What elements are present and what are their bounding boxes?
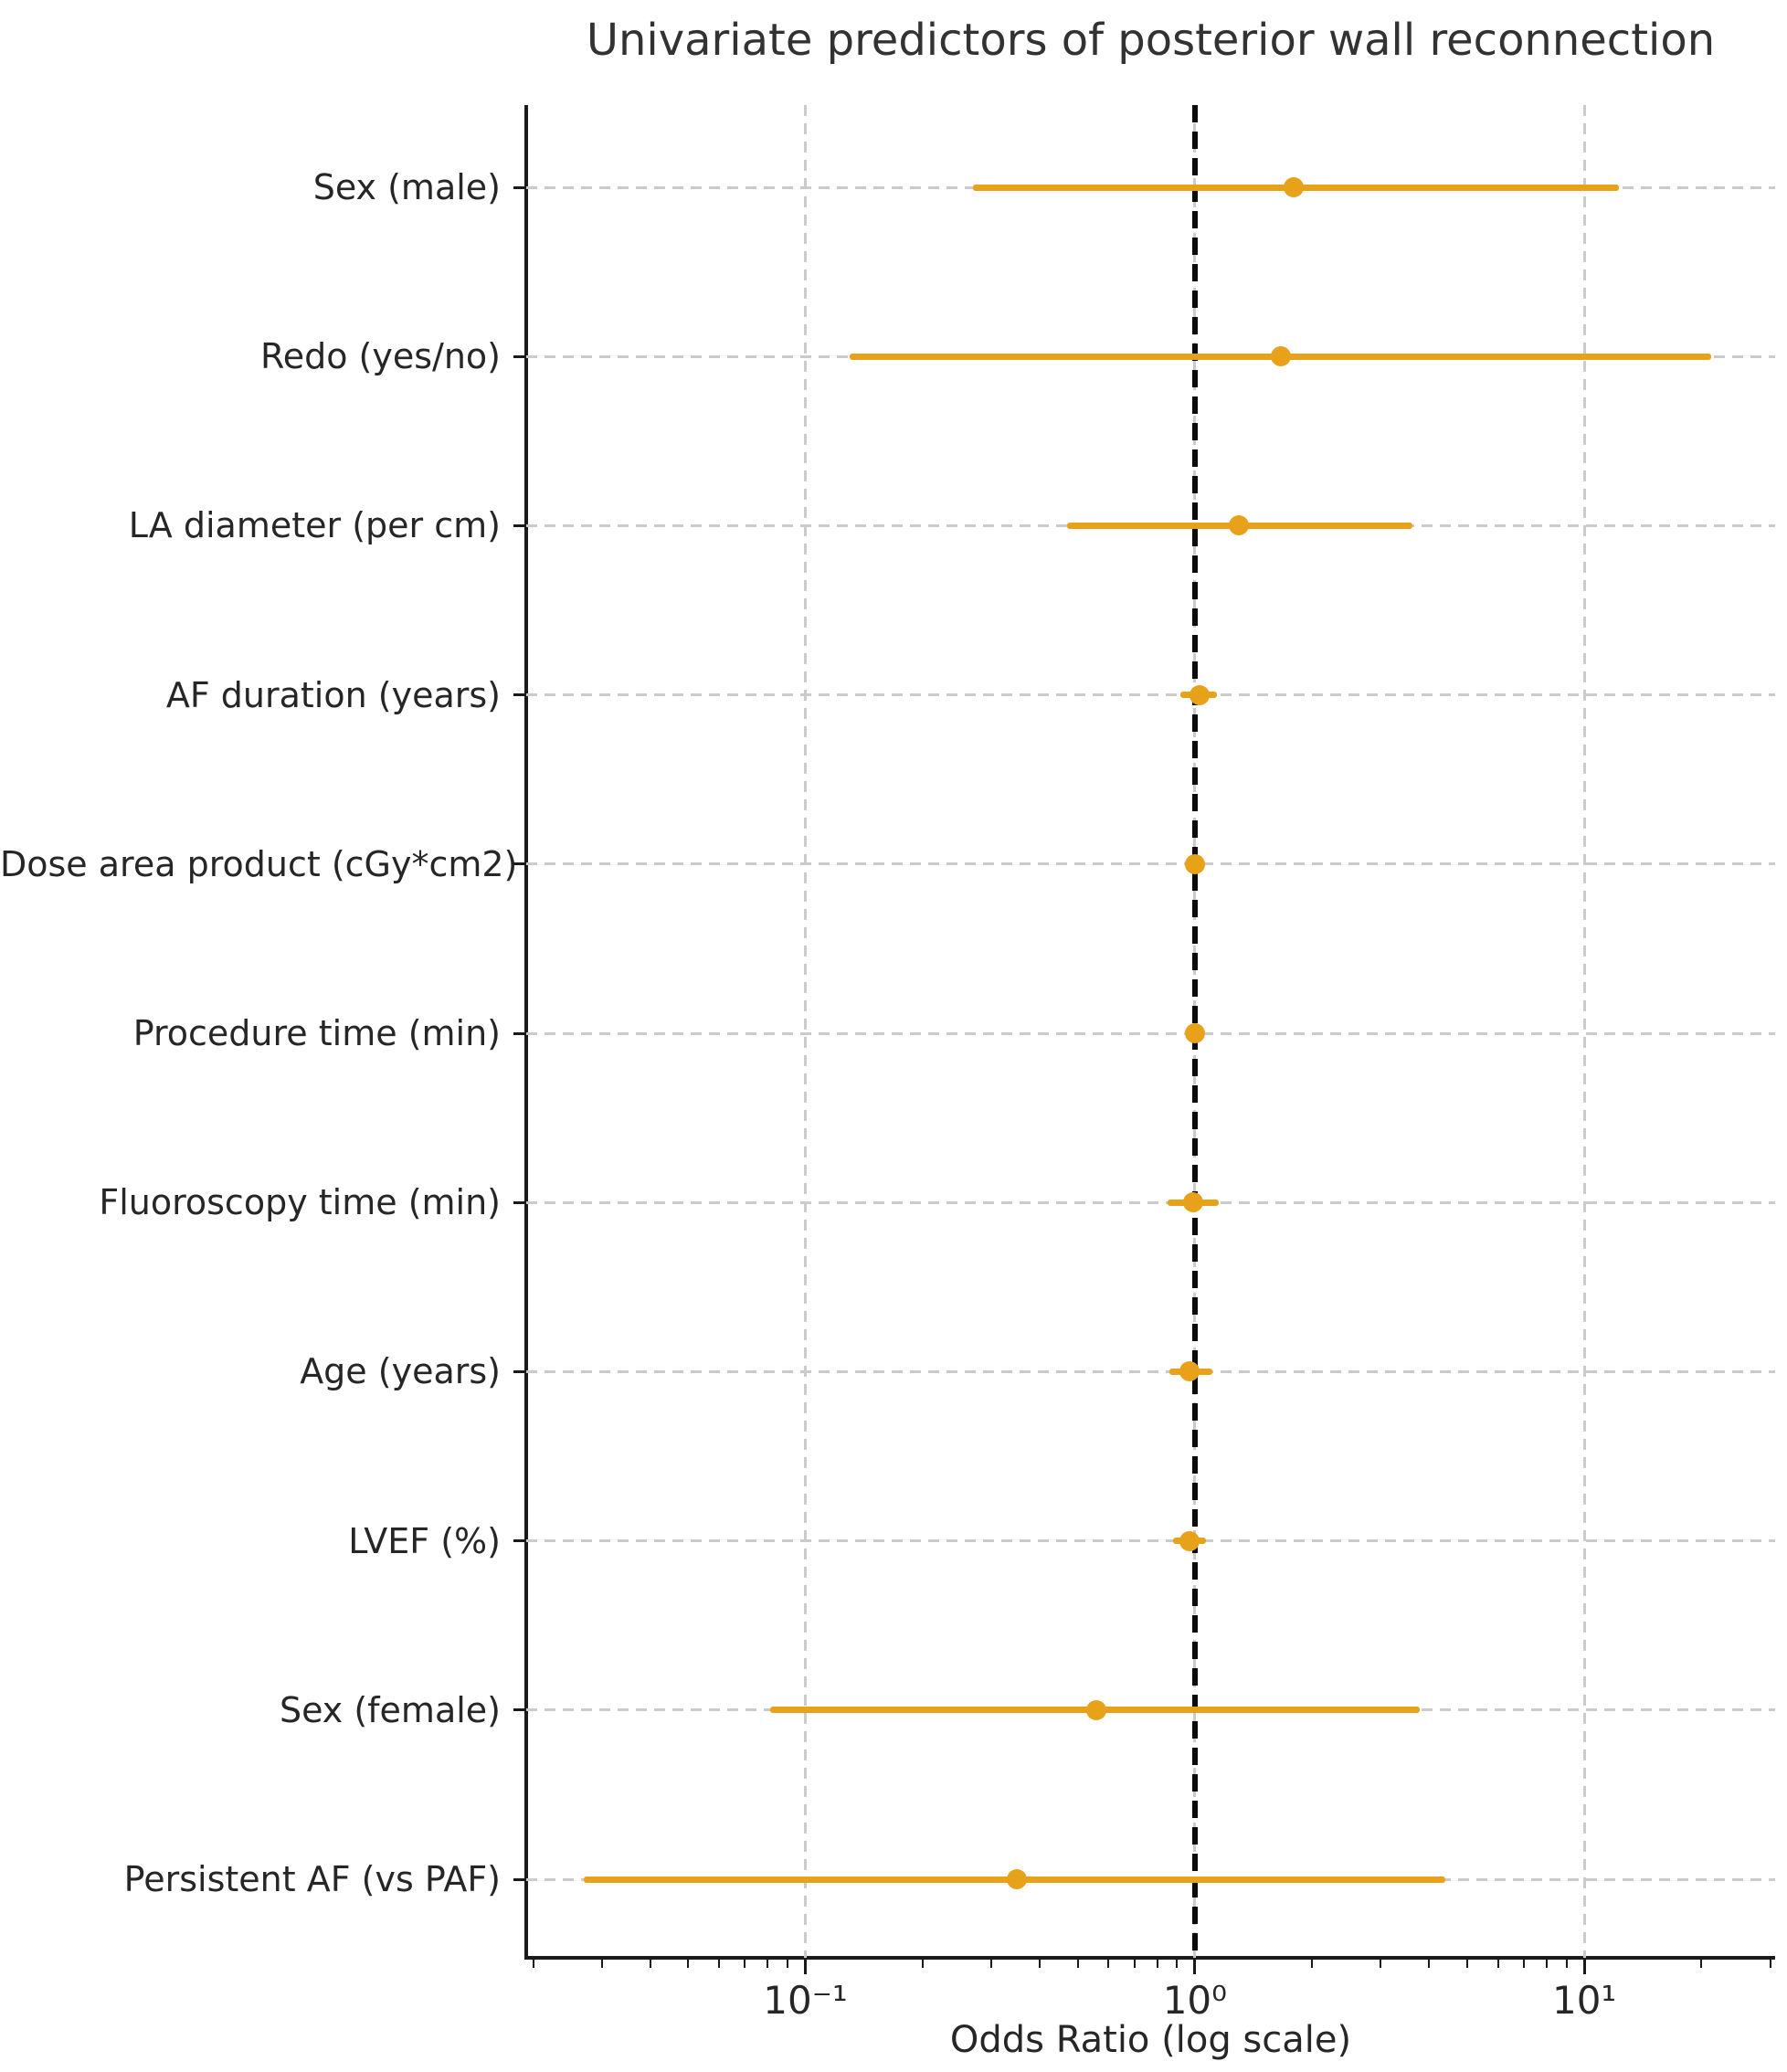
odds-ratio-marker xyxy=(1179,1530,1200,1551)
horizontal-gridline xyxy=(526,862,1775,866)
y-tick-label: LA diameter (per cm) xyxy=(128,505,501,546)
x-tick-label: 10¹ xyxy=(1551,1978,1617,2023)
x-minor-tick-mark xyxy=(532,1960,534,1968)
x-minor-tick-mark xyxy=(1133,1960,1136,1968)
odds-ratio-marker xyxy=(1190,684,1211,705)
y-tick-label: Redo (yes/no) xyxy=(260,336,501,377)
x-major-tick-mark xyxy=(804,1960,808,1974)
odds-ratio-marker xyxy=(1184,853,1205,874)
x-minor-tick-mark xyxy=(687,1960,690,1968)
x-minor-tick-mark xyxy=(989,1960,992,1968)
odds-ratio-marker xyxy=(1270,346,1291,367)
y-tick-mark xyxy=(513,862,526,866)
y-tick-label: LVEF (%) xyxy=(348,1520,501,1561)
y-tick-label: Dose area product (cGy*cm2) xyxy=(0,843,518,884)
x-minor-tick-mark xyxy=(787,1960,789,1968)
x-minor-tick-mark xyxy=(600,1960,603,1968)
y-tick-label: Age (years) xyxy=(300,1351,501,1392)
y-tick-label: Persistent AF (vs PAF) xyxy=(123,1859,501,1899)
chart-title: Univariate predictors of posterior wall … xyxy=(586,15,1716,66)
x-minor-tick-mark xyxy=(744,1960,746,1968)
x-major-tick-mark xyxy=(1193,1960,1197,1974)
x-minor-tick-mark xyxy=(1039,1960,1042,1968)
x-minor-tick-mark xyxy=(1545,1960,1548,1968)
x-minor-tick-mark xyxy=(1076,1960,1079,1968)
odds-ratio-marker xyxy=(1283,177,1304,197)
x-minor-tick-mark xyxy=(1380,1960,1382,1968)
horizontal-gridline xyxy=(526,1539,1775,1543)
x-axis-title: Odds Ratio (log scale) xyxy=(949,2019,1352,2061)
y-tick-label: Procedure time (min) xyxy=(132,1013,501,1053)
odds-ratio-marker xyxy=(1007,1869,1028,1889)
horizontal-gridline xyxy=(526,693,1775,697)
y-tick-label: AF duration (years) xyxy=(165,674,501,715)
y-tick-mark xyxy=(513,1877,526,1881)
horizontal-gridline xyxy=(526,1200,1775,1204)
odds-ratio-marker xyxy=(1184,1023,1205,1043)
y-tick-mark xyxy=(513,185,526,189)
y-tick-mark xyxy=(513,1539,526,1543)
horizontal-gridline xyxy=(526,1369,1775,1373)
vertical-gridline xyxy=(804,105,808,1958)
y-tick-mark xyxy=(513,523,526,527)
odds-ratio-marker xyxy=(1229,515,1250,536)
y-tick-label: Fluoroscopy time (min) xyxy=(99,1182,501,1223)
horizontal-gridline xyxy=(526,1031,1775,1035)
y-tick-mark xyxy=(513,693,526,697)
x-minor-tick-mark xyxy=(1156,1960,1158,1968)
y-tick-mark xyxy=(513,1200,526,1204)
y-tick-label: Sex (male) xyxy=(312,167,501,207)
x-tick-label: 10⁰ xyxy=(1162,1978,1227,2023)
odds-ratio-marker xyxy=(1086,1699,1107,1720)
x-tick-label: 10⁻¹ xyxy=(763,1978,848,2023)
odds-ratio-marker xyxy=(1179,1361,1200,1382)
y-tick-mark xyxy=(513,1708,526,1712)
x-minor-tick-mark xyxy=(1176,1960,1179,1968)
vertical-gridline xyxy=(1582,105,1586,1958)
x-minor-tick-mark xyxy=(1496,1960,1499,1968)
x-minor-tick-mark xyxy=(1428,1960,1431,1968)
x-minor-tick-mark xyxy=(1107,1960,1110,1968)
x-minor-tick-mark xyxy=(1523,1960,1526,1968)
y-tick-mark xyxy=(513,1031,526,1035)
x-minor-tick-mark xyxy=(1769,1960,1771,1968)
y-tick-label: Sex (female) xyxy=(279,1689,501,1730)
x-minor-tick-mark xyxy=(717,1960,720,1968)
x-minor-tick-mark xyxy=(921,1960,924,1968)
x-major-tick-mark xyxy=(1582,1960,1586,1974)
x-minor-tick-mark xyxy=(1700,1960,1703,1968)
odds-ratio-marker xyxy=(1182,1192,1203,1213)
y-tick-mark xyxy=(513,1369,526,1373)
y-tick-mark xyxy=(513,354,526,358)
x-minor-tick-mark xyxy=(1311,1960,1314,1968)
x-minor-tick-mark xyxy=(767,1960,769,1968)
x-minor-tick-mark xyxy=(1465,1960,1468,1968)
x-minor-tick-mark xyxy=(649,1960,651,1968)
x-minor-tick-mark xyxy=(1565,1960,1568,1968)
